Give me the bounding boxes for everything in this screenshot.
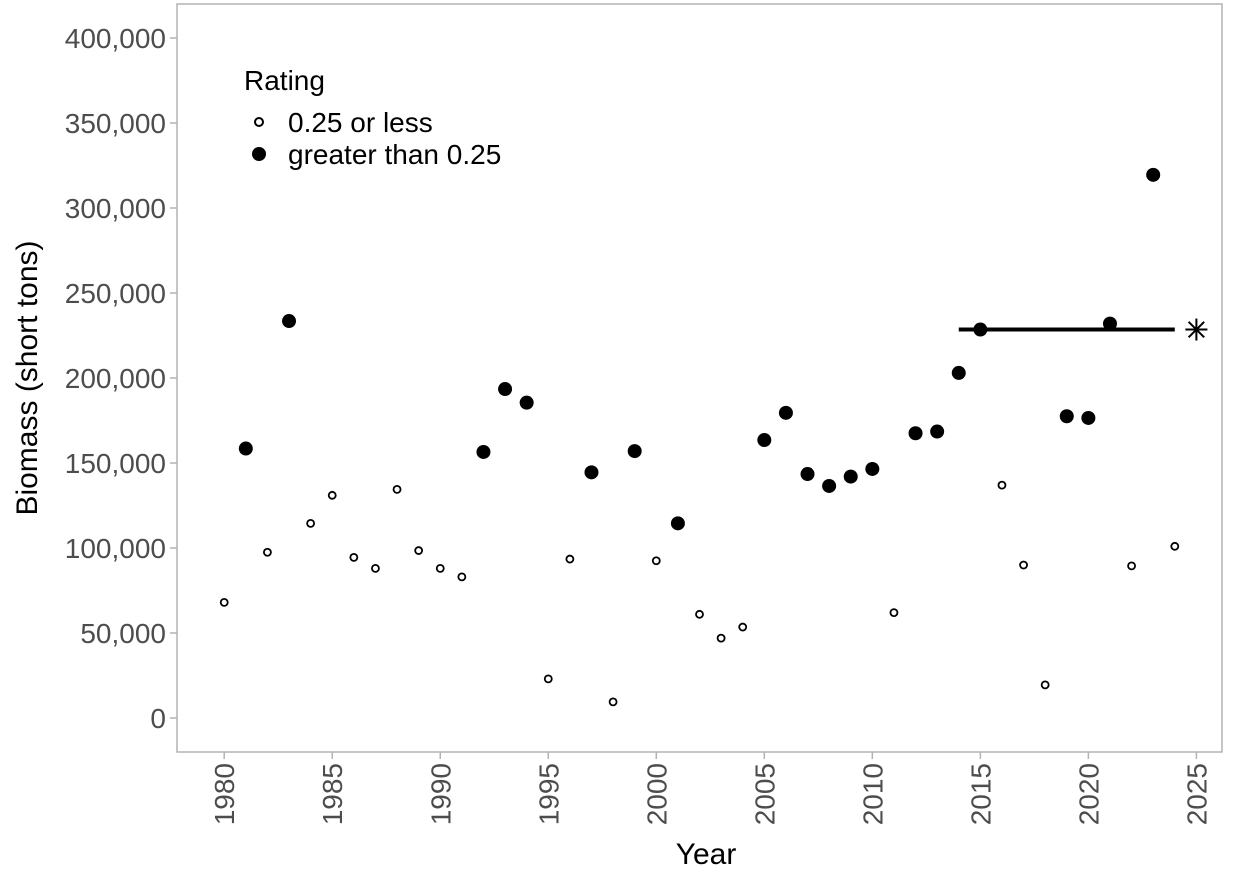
data-point-high-rating xyxy=(1081,410,1096,425)
legend: Rating 0.25 or less greater than 0.25 xyxy=(244,65,501,170)
data-point-high-rating xyxy=(757,433,772,448)
y-tick-label: 150,000 xyxy=(65,448,166,479)
data-point-high-rating xyxy=(951,365,966,380)
y-tick-label: 300,000 xyxy=(65,193,166,224)
data-point-low-rating xyxy=(263,547,272,557)
data-point-low-rating xyxy=(738,622,748,632)
data-point-high-rating xyxy=(670,516,685,531)
y-axis-title: Biomass (short tons) xyxy=(11,240,44,515)
data-point-high-rating xyxy=(584,465,599,480)
x-tick-label: 2005 xyxy=(749,763,780,825)
data-point-low-rating xyxy=(327,490,337,500)
data-point-high-rating xyxy=(822,478,837,493)
data-point-low-rating xyxy=(1040,680,1050,690)
y-tick-label: 100,000 xyxy=(65,533,166,564)
legend-label-high: greater than 0.25 xyxy=(288,139,501,170)
legend-key-small-hollow xyxy=(254,117,264,127)
y-tick-label: 50,000 xyxy=(80,618,166,649)
x-tick-label: 2020 xyxy=(1073,763,1104,825)
data-point-high-rating xyxy=(1102,316,1117,331)
data-point-low-rating xyxy=(392,484,402,494)
data-point-low-rating xyxy=(349,552,359,562)
data-point-low-rating xyxy=(651,556,661,566)
x-tick-label: 2025 xyxy=(1181,763,1212,825)
x-axis: 1980 1985 1990 1995 2000 2005 2010 2015 2020 2025 xyxy=(209,752,1212,825)
asterisk-marker xyxy=(1185,318,1208,341)
y-tick-label: 350,000 xyxy=(65,108,166,139)
x-tick-label: 2010 xyxy=(857,763,888,825)
x-tick-label: 1995 xyxy=(533,763,564,825)
data-point-low-rating xyxy=(1170,541,1180,551)
data-point-low-rating xyxy=(371,564,380,573)
data-point-low-rating xyxy=(997,480,1007,490)
data-point-low-rating xyxy=(716,633,726,643)
y-axis: 0 50,000 100,000 150,000 200,000 250,000 300,0… xyxy=(65,23,177,734)
legend-label-low: 0.25 or less xyxy=(288,107,433,138)
data-point-low-rating xyxy=(306,518,316,528)
data-point-high-rating xyxy=(843,469,858,484)
data-point-high-rating xyxy=(865,461,880,476)
legend-key-large-filled xyxy=(252,147,266,161)
annotations xyxy=(958,318,1208,341)
data-point-low-rating xyxy=(1019,560,1028,570)
data-point-high-rating xyxy=(1146,167,1161,182)
x-tick-label: 1990 xyxy=(425,763,456,825)
x-tick-label: 1985 xyxy=(317,763,348,825)
data-point-high-rating xyxy=(800,467,815,482)
data-point-low-rating xyxy=(435,564,445,573)
data-points xyxy=(219,167,1180,707)
data-point-high-rating xyxy=(519,395,534,410)
data-point-low-rating xyxy=(219,598,229,607)
data-point-low-rating xyxy=(543,674,553,684)
data-point-low-rating xyxy=(608,697,618,707)
data-point-low-rating xyxy=(457,572,467,582)
data-point-low-rating xyxy=(889,608,899,617)
data-point-high-rating xyxy=(1059,409,1074,424)
data-point-low-rating xyxy=(695,609,704,619)
data-point-high-rating xyxy=(238,441,253,456)
data-point-high-rating xyxy=(778,405,793,420)
data-point-high-rating xyxy=(627,444,642,459)
data-point-low-rating xyxy=(565,554,575,564)
data-point-low-rating xyxy=(1127,561,1136,571)
y-tick-label: 250,000 xyxy=(65,278,166,309)
data-point-high-rating xyxy=(908,426,923,441)
y-tick-label: 200,000 xyxy=(65,363,166,394)
x-tick-label: 1980 xyxy=(209,763,240,825)
data-point-high-rating xyxy=(498,382,513,397)
y-tick-label: 0 xyxy=(150,703,166,734)
data-point-high-rating xyxy=(282,314,297,329)
x-axis-title: Year xyxy=(676,838,737,871)
x-tick-label: 2000 xyxy=(641,763,672,825)
legend-title: Rating xyxy=(244,65,325,96)
y-tick-label: 400,000 xyxy=(65,23,166,54)
data-point-low-rating xyxy=(414,546,424,555)
x-tick-label: 2015 xyxy=(965,763,996,825)
data-point-high-rating xyxy=(476,444,491,459)
data-point-high-rating xyxy=(930,424,945,439)
